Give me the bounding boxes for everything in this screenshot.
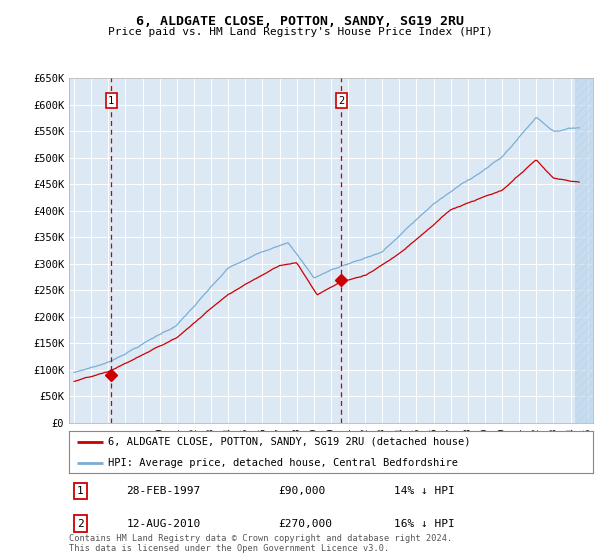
Bar: [575, 78, 593, 423]
Text: 2: 2: [338, 96, 344, 106]
Text: 12-AUG-2010: 12-AUG-2010: [127, 519, 201, 529]
Text: £270,000: £270,000: [278, 519, 332, 529]
Text: 14% ↓ HPI: 14% ↓ HPI: [394, 486, 455, 496]
Text: 1: 1: [77, 486, 84, 496]
Bar: [575, 78, 593, 423]
Text: 28-FEB-1997: 28-FEB-1997: [127, 486, 201, 496]
Text: £90,000: £90,000: [278, 486, 326, 496]
Text: 6, ALDGATE CLOSE, POTTON, SANDY, SG19 2RU (detached house): 6, ALDGATE CLOSE, POTTON, SANDY, SG19 2R…: [108, 437, 471, 447]
Text: Price paid vs. HM Land Registry's House Price Index (HPI): Price paid vs. HM Land Registry's House …: [107, 27, 493, 37]
Text: 1: 1: [108, 96, 115, 106]
Text: 16% ↓ HPI: 16% ↓ HPI: [394, 519, 455, 529]
Text: HPI: Average price, detached house, Central Bedfordshire: HPI: Average price, detached house, Cent…: [108, 458, 458, 468]
Text: Contains HM Land Registry data © Crown copyright and database right 2024.
This d: Contains HM Land Registry data © Crown c…: [69, 534, 452, 553]
Text: 6, ALDGATE CLOSE, POTTON, SANDY, SG19 2RU: 6, ALDGATE CLOSE, POTTON, SANDY, SG19 2R…: [136, 15, 464, 28]
Text: 2: 2: [77, 519, 84, 529]
